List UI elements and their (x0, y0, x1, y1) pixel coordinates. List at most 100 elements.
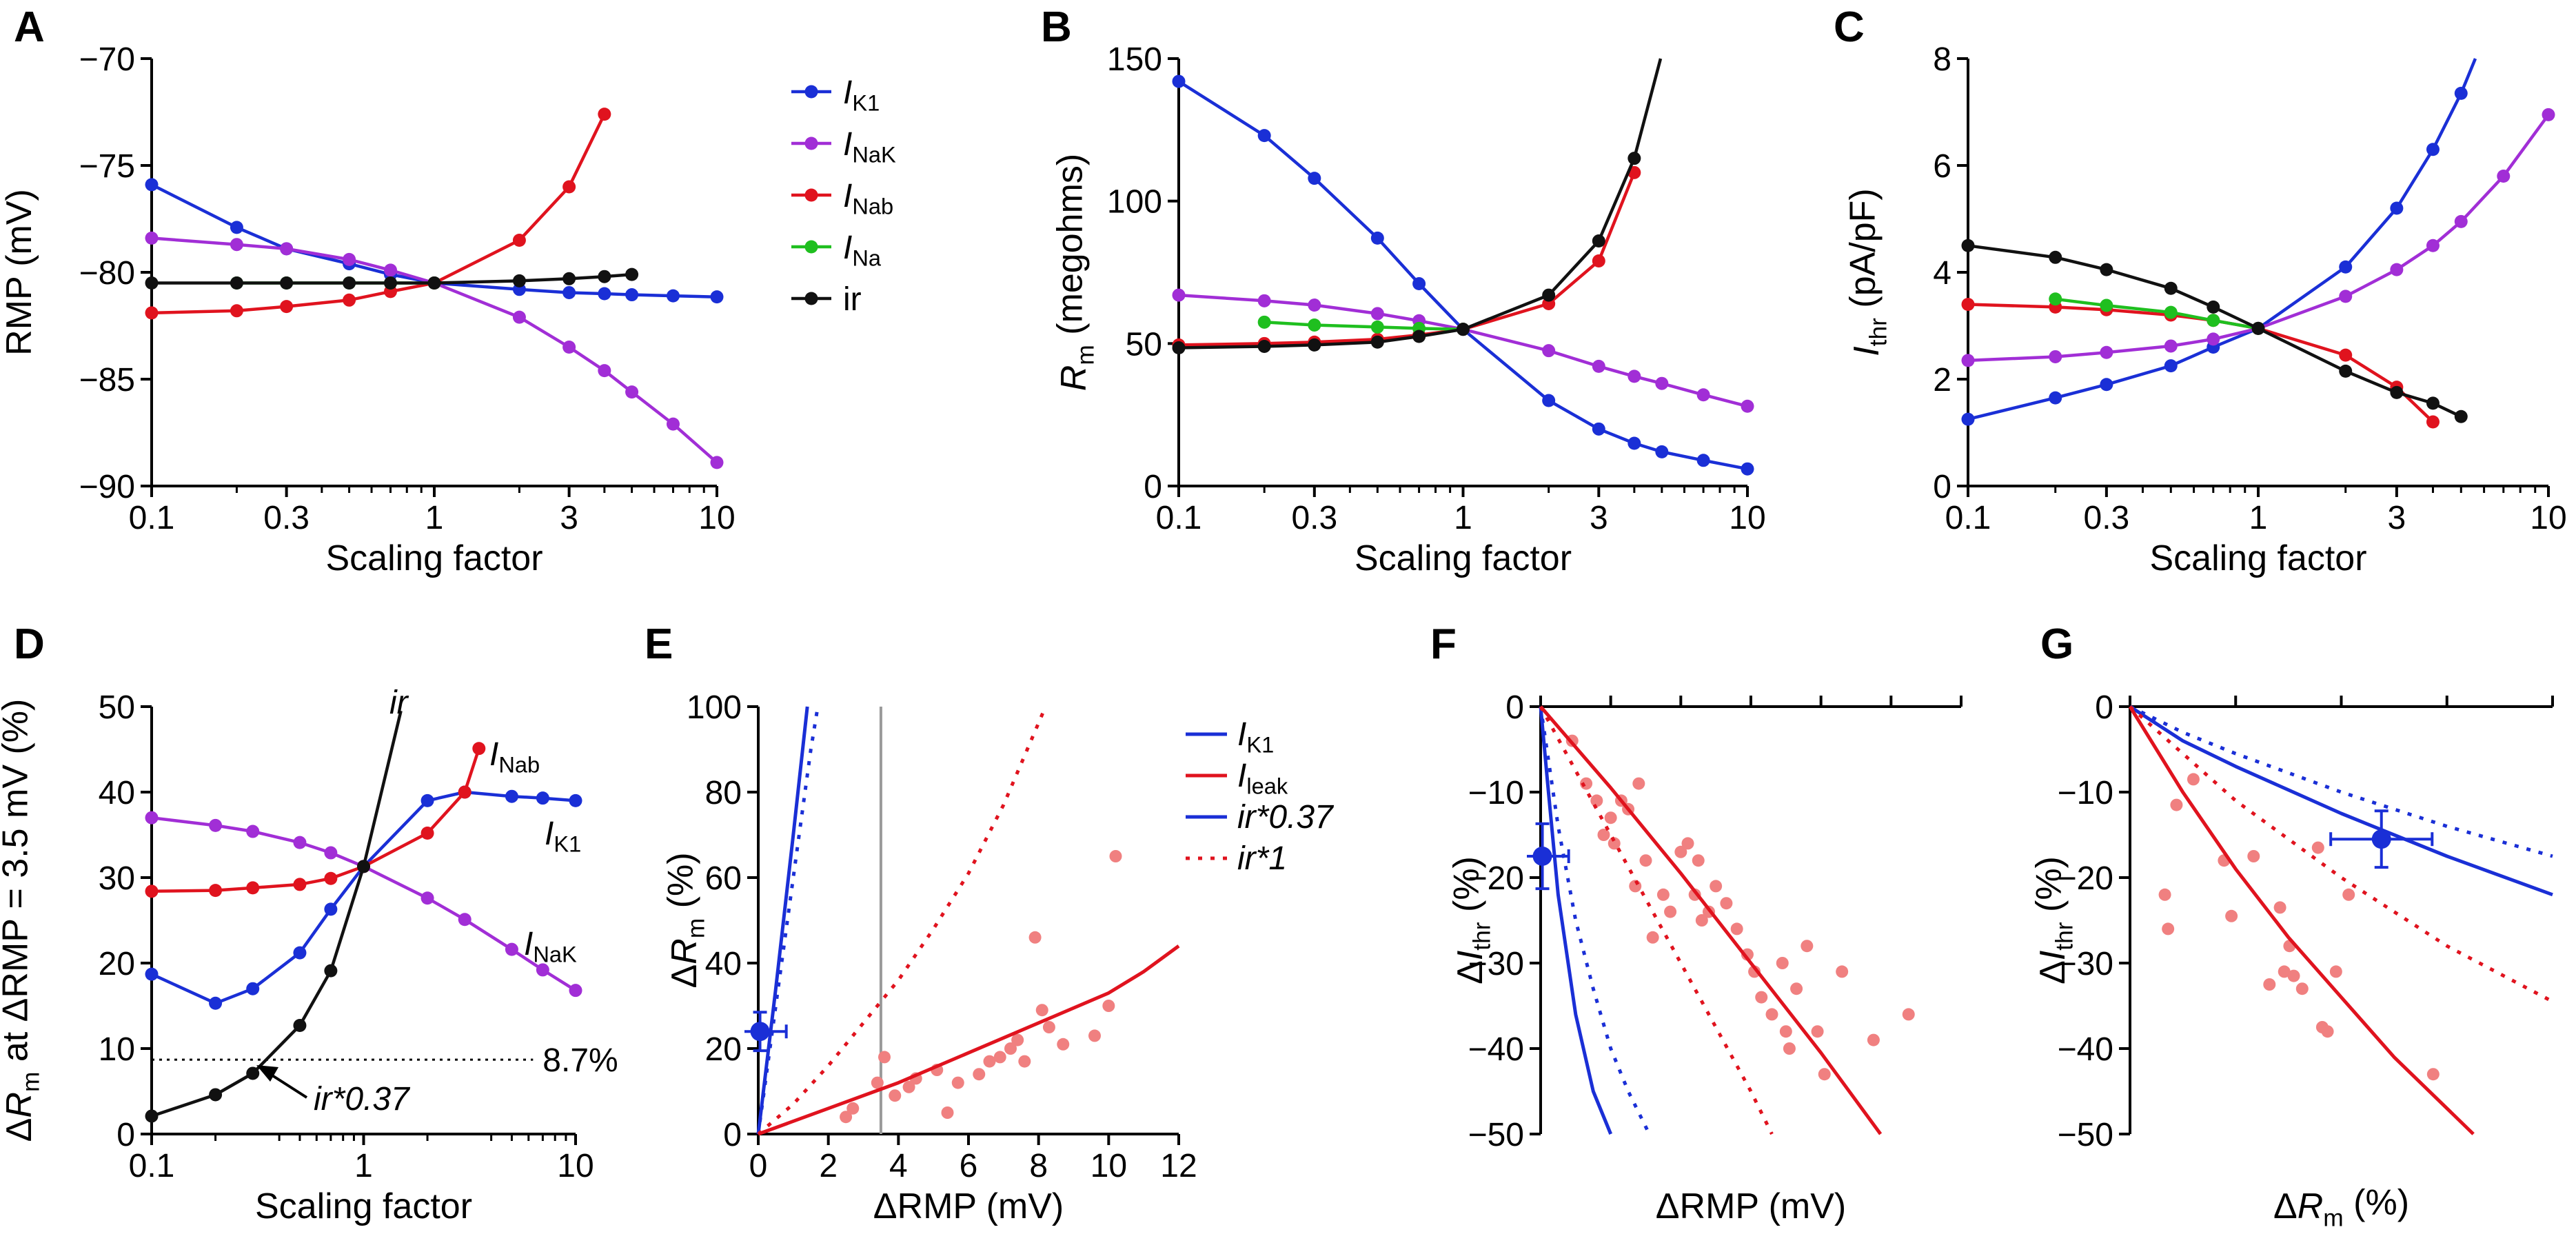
plot-area (1961, 58, 2555, 429)
experiment-point (2329, 965, 2342, 978)
data-point-IK1 (145, 178, 159, 192)
data-point-ir (1542, 288, 1556, 302)
x-tick-label: 1 (354, 1148, 373, 1184)
y-axis-label: Ithr (pA/pF) (1843, 188, 1892, 356)
x-tick-label: 10 (557, 1148, 594, 1184)
data-point-INab (293, 878, 307, 891)
annotation-inab: INab (489, 736, 540, 777)
legend-label-INaK: INaK (843, 126, 896, 167)
experiment-point (1755, 991, 1768, 1004)
data-point-INaK (1308, 299, 1321, 312)
data-point-ir (1172, 341, 1186, 355)
series-line-IK1 (150, 183, 718, 299)
data-point-INaK (1172, 288, 1186, 302)
data-point-INaK (458, 913, 471, 927)
experiment-point (1004, 1042, 1017, 1055)
panel-g: G0 −10 −20 −30 −40 −50 ΔIthr (%) ΔRm (%) (2029, 620, 2554, 1232)
data-point-INaK (1961, 354, 1975, 367)
y-tick-label: −40 (2058, 1031, 2113, 1068)
experiment-point (1102, 1000, 1115, 1012)
experiment-point (1109, 850, 1122, 862)
experiment-point (993, 1051, 1006, 1064)
data-point-IK1 (2049, 391, 2062, 405)
series-line-IK1 (1177, 80, 1748, 471)
panel-label: G (2040, 620, 2073, 668)
data-point-INa (1370, 320, 1384, 334)
experiment-point (2278, 965, 2291, 978)
series-line-INaK (151, 236, 718, 464)
plot-area (1527, 705, 1915, 1135)
data-point-INaK (230, 238, 243, 252)
data-point-IK1 (536, 791, 549, 805)
y-tick-label: 8 (1933, 41, 1951, 78)
data-point-ir (1412, 330, 1426, 343)
x-tick-label: 0.1 (1945, 500, 1991, 536)
annotation-ik1: IK1 (545, 816, 581, 856)
panel-label: D (14, 620, 45, 668)
experiment-point (2287, 969, 2300, 982)
legend-label-IK1: IK1 (843, 74, 880, 115)
arrow-head-icon (256, 1065, 278, 1082)
x-tick-label: 1 (2249, 500, 2268, 536)
data-point-IK1 (598, 287, 611, 301)
data-point-IK1 (1172, 74, 1186, 88)
data-point-INaK (2207, 332, 2220, 346)
data-point-INaK (145, 811, 159, 825)
x-tick-label: 0.1 (129, 500, 175, 536)
y-tick-label: −20 (2058, 860, 2113, 897)
data-point-IK1 (2164, 359, 2178, 373)
data-point-INaK (1370, 307, 1384, 321)
data-point-INaK (280, 242, 294, 256)
data-point-ir (324, 964, 338, 978)
y-tick-label: 150 (1107, 41, 1162, 78)
y-tick-label: −30 (1468, 946, 1524, 982)
data-point-ir (2339, 364, 2353, 378)
experiment-point (2187, 773, 2200, 786)
experiment-point (1818, 1068, 1831, 1081)
x-tick-label: 0.3 (1291, 500, 1337, 536)
x-tick-label: 3 (1590, 500, 1608, 536)
panel-label: B (1041, 3, 1072, 51)
legend-marker-INab (804, 188, 818, 202)
y-tick-label: −20 (1468, 860, 1524, 897)
data-point-INaK (1257, 294, 1271, 307)
experiment-point (2311, 841, 2324, 854)
x-tick-label: 0 (749, 1148, 768, 1184)
x-tick-label: 12 (1160, 1148, 1197, 1184)
model-curve (756, 706, 809, 1135)
experiment-point (2158, 888, 2171, 901)
y-tick-label: 0 (1933, 469, 1951, 505)
data-point-IK1 (1370, 231, 1384, 245)
experiment-point (1028, 931, 1042, 944)
experiment-point (889, 1089, 902, 1102)
experiment-point (1692, 854, 1705, 867)
data-point-ir (427, 276, 441, 290)
y-tick-label: 100 (687, 689, 742, 726)
plot-area (744, 706, 1180, 1136)
data-point-IK1 (569, 793, 582, 807)
data-point-IK1 (666, 289, 680, 303)
data-point-ir (1308, 338, 1321, 352)
experiment-point (1035, 1004, 1048, 1017)
model-curve (757, 706, 1048, 1135)
data-point-INa (2049, 292, 2062, 306)
data-point-INa (2164, 305, 2178, 319)
series-line-INaK (151, 816, 577, 992)
x-tick-label: 0.3 (263, 500, 310, 536)
experiment-point (1867, 1033, 1880, 1046)
x-axis-label: Scaling factor (255, 1186, 472, 1226)
legend-label: ir*0.37 (1237, 799, 1335, 836)
data-point-IK1 (505, 789, 518, 803)
y-tick-label: −70 (79, 41, 135, 78)
plot-area (145, 710, 582, 1123)
y-tick-label: −10 (2058, 775, 2113, 811)
experiment-point (1801, 940, 1814, 953)
y-tick-label: 2 (1933, 362, 1951, 398)
experiment-point (1042, 1021, 1055, 1033)
experiment-point (2247, 850, 2260, 862)
experiment-point (1674, 845, 1687, 858)
data-point-ir (2164, 281, 2178, 295)
panel-d: D 0 10 20 30 40 50 0.1 1 10 ΔRm at ΔRMP = 3.5 mV (… (0, 620, 618, 1226)
x-axis-label: ΔRm (%) (2273, 1183, 2409, 1232)
experiment-point (2426, 1068, 2440, 1081)
